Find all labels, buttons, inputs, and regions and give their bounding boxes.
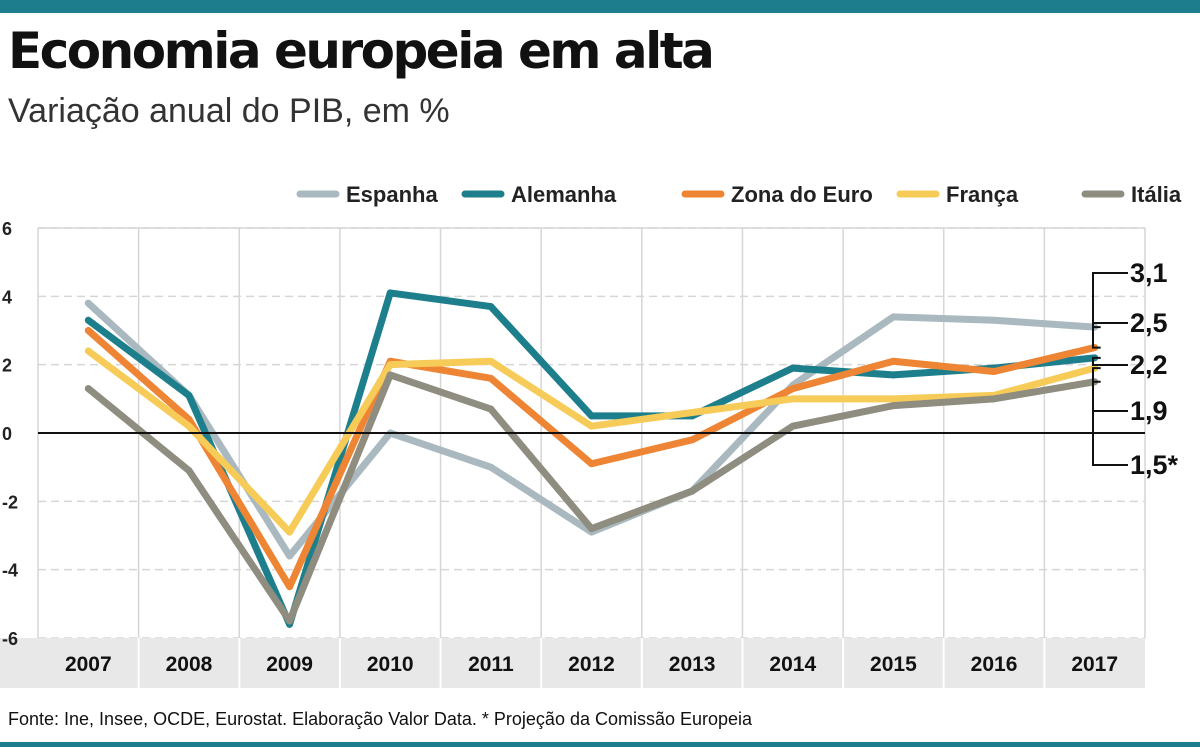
x-tick-label: 2015 (870, 653, 917, 676)
x-tick-label: 2008 (166, 653, 213, 676)
data-point (990, 316, 998, 324)
end-value-labels: 3,1 2,2 2,5 1,9 1,5* (1092, 258, 1179, 480)
data-point (185, 467, 193, 474)
gdp-line-chart: Espanha Alemanha Zona do Euro França Itália … (0, 182, 1182, 688)
x-axis-ticks: 2007 2008 2009 2010 2011 2012 2013 2014 2015 2016… (65, 653, 1118, 676)
data-point (789, 385, 797, 392)
data-point (386, 289, 394, 297)
data-point (789, 395, 797, 403)
chart-series (38, 289, 1145, 628)
y-tick-label: 6 (2, 219, 12, 239)
y-tick-label: 0 (2, 424, 12, 444)
data-point (84, 327, 92, 334)
data-point (789, 422, 797, 430)
end-label-leader (1092, 322, 1128, 349)
data-point (84, 347, 92, 355)
legend-label-1: Alemanha (511, 182, 617, 207)
data-point (890, 371, 897, 379)
end-value-label: 1,9 (1130, 396, 1168, 426)
data-point (286, 583, 293, 591)
data-point (386, 371, 394, 379)
x-tick-label: 2011 (468, 653, 514, 676)
data-point (386, 361, 394, 369)
end-label-leader (1092, 380, 1128, 466)
y-tick-label: -4 (2, 561, 18, 581)
data-point (990, 368, 998, 375)
data-point (890, 395, 897, 403)
chart-title: Economia europeia em alta (8, 22, 715, 80)
data-point (588, 412, 595, 420)
data-point (185, 392, 193, 399)
x-tick-label: 2007 (65, 653, 112, 676)
y-tick-label: -6 (2, 629, 18, 649)
data-point (487, 303, 495, 310)
data-point (185, 422, 193, 430)
data-point (487, 463, 495, 471)
data-point (286, 528, 293, 536)
data-point (487, 405, 495, 413)
data-point (789, 364, 797, 372)
data-point (487, 357, 495, 365)
data-point (588, 525, 595, 533)
legend-label-2: Zona do Euro (731, 182, 873, 207)
end-label-leader (1092, 272, 1128, 329)
data-point (84, 316, 92, 324)
data-point (588, 422, 595, 430)
source-note: Fonte: Ine, Insee, OCDE, Eurostat. Elabo… (8, 709, 753, 729)
bottom-accent-bar (0, 742, 1200, 747)
end-value-label: 2,5 (1130, 308, 1168, 338)
data-point (688, 487, 696, 495)
x-tick-label: 2009 (266, 653, 313, 676)
data-point (890, 402, 897, 410)
x-tick-label: 2017 (1071, 653, 1118, 676)
data-point (890, 357, 897, 365)
legend-label-4: Itália (1131, 182, 1182, 207)
data-point (487, 374, 495, 382)
end-label-leader (1092, 367, 1128, 412)
end-value-label: 2,2 (1130, 350, 1168, 380)
top-accent-bar (0, 0, 1200, 13)
x-tick-label: 2013 (669, 653, 716, 676)
x-axis-band (0, 638, 1145, 688)
chart-legend: Espanha Alemanha Zona do Euro França Itália (296, 182, 1182, 207)
data-point (890, 313, 897, 321)
x-tick-label: 2012 (568, 653, 615, 676)
y-tick-label: -2 (2, 492, 18, 512)
x-tick-label: 2016 (971, 653, 1018, 676)
end-label-leader (1092, 356, 1128, 366)
chart-subtitle: Variação anual do PIB, em % (8, 92, 450, 130)
data-point (286, 552, 293, 560)
x-tick-label: 2010 (367, 653, 414, 676)
data-point (286, 617, 293, 625)
legend-label-3: França (946, 182, 1019, 207)
data-point (588, 460, 595, 468)
data-point (688, 436, 696, 444)
legend-label-0: Espanha (346, 182, 438, 207)
data-point (84, 299, 92, 307)
x-tick-label: 2014 (769, 653, 816, 676)
data-point (84, 385, 92, 392)
x-axis-band-bg (0, 638, 1145, 688)
data-point (990, 395, 998, 403)
y-tick-label: 4 (2, 287, 12, 307)
y-axis-ticks: 6 4 2 0 -2 -4 -6 (2, 219, 18, 649)
end-value-label: 1,5* (1130, 450, 1179, 480)
y-tick-label: 2 (2, 356, 12, 376)
data-point (688, 409, 696, 416)
end-value-label: 3,1 (1130, 258, 1168, 288)
